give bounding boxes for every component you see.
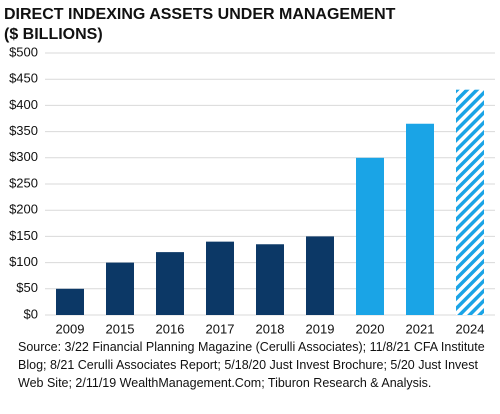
chart-subtitle: ($ BILLIONS)	[4, 26, 103, 43]
x-tick-label: 2015	[106, 321, 135, 336]
y-tick-label: $100	[9, 254, 38, 269]
bar	[306, 236, 334, 315]
x-tick-label: 2019	[306, 321, 335, 336]
y-tick-label: $300	[9, 149, 38, 164]
y-tick-label: $0	[24, 306, 38, 321]
bar	[106, 262, 134, 315]
bar	[356, 157, 384, 315]
source-note: Source: 3/22 Financial Planning Magazine…	[18, 340, 485, 390]
bar	[206, 241, 234, 315]
bar	[406, 123, 434, 316]
x-tick-label: 2024	[456, 321, 485, 336]
bar	[156, 252, 184, 315]
y-tick-label: $250	[9, 175, 38, 190]
x-tick-label: 2016	[156, 321, 185, 336]
y-tick-label: $400	[9, 97, 38, 112]
bar	[256, 244, 284, 315]
x-tick-label: 2009	[56, 321, 85, 336]
y-tick-label: $350	[9, 123, 38, 138]
bar	[456, 89, 484, 316]
bar	[56, 288, 84, 315]
x-tick-label: 2020	[356, 321, 385, 336]
y-tick-label: $500	[9, 44, 38, 59]
x-tick-label: 2017	[206, 321, 235, 336]
x-tick-label: 2018	[256, 321, 285, 336]
chart-title: DIRECT INDEXING ASSETS UNDER MANAGEMENT	[4, 6, 396, 23]
x-tick-label: 2021	[406, 321, 435, 336]
y-tick-label: $150	[9, 228, 38, 243]
y-tick-label: $50	[16, 280, 38, 295]
y-tick-label: $450	[9, 71, 38, 86]
y-tick-label: $200	[9, 202, 38, 217]
